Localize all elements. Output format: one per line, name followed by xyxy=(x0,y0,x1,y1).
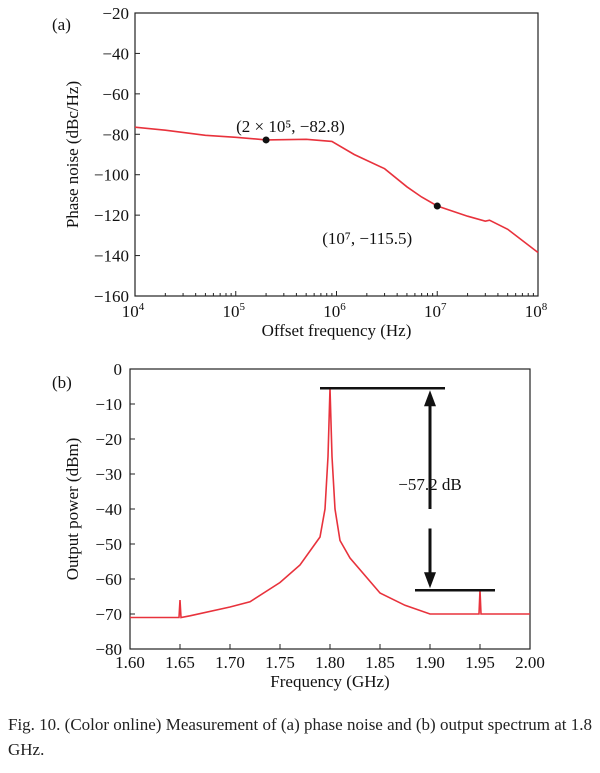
y-tick-label-a: −20 xyxy=(102,4,129,23)
x-tick-label-b: 1.65 xyxy=(165,653,195,672)
x-tick-label-a: 106 xyxy=(323,301,346,321)
panel-label-a: (a) xyxy=(52,15,71,34)
x-tick-label-b: 1.90 xyxy=(415,653,445,672)
y-tick-label-b: −50 xyxy=(95,535,122,554)
difference-annotation: −57.2 dB xyxy=(398,475,461,494)
y-tick-label-a: −40 xyxy=(102,44,129,63)
y-tick-label-b: −60 xyxy=(95,570,122,589)
y-axis-label-a: Phase noise (dBc/Hz) xyxy=(63,81,82,228)
x-tick-label-b: 1.75 xyxy=(265,653,295,672)
data-point-annotation: (2 × 10⁵, −82.8) xyxy=(236,117,345,136)
figure-caption: Fig. 10. (Color online) Measurement of (… xyxy=(8,715,593,759)
y-tick-label-a: −120 xyxy=(94,206,129,225)
spectrum-series xyxy=(130,388,530,619)
data-point-marker xyxy=(262,136,270,144)
y-tick-label-a: −160 xyxy=(94,287,129,306)
y-tick-label-b: −10 xyxy=(95,395,122,414)
x-tick-label-b: 1.60 xyxy=(115,653,145,672)
y-tick-label-a: −80 xyxy=(102,125,129,144)
x-tick-label-a: 105 xyxy=(223,301,246,321)
arrow-head-up-icon xyxy=(424,390,436,407)
plot-frame-a xyxy=(134,12,539,297)
x-tick-label-b: 2.00 xyxy=(515,653,545,672)
x-axis-label-a: Offset frequency (Hz) xyxy=(262,321,412,340)
y-tick-label-b: −20 xyxy=(95,430,122,449)
y-tick-label-a: −100 xyxy=(94,166,129,185)
arrow-head-down-icon xyxy=(424,572,436,589)
phase-noise-series xyxy=(134,126,539,254)
x-tick-label-a: 108 xyxy=(525,301,548,321)
x-tick-label-b: 1.70 xyxy=(215,653,245,672)
y-tick-label-b: 0 xyxy=(114,360,123,379)
x-tick-label-a: 107 xyxy=(424,301,447,321)
y-tick-label-b: −70 xyxy=(95,605,122,624)
y-tick-label-b: −40 xyxy=(95,500,122,519)
y-tick-label-a: −60 xyxy=(102,85,129,104)
data-point-annotation: (10⁷, −115.5) xyxy=(322,229,412,248)
y-axis-label-b: Output power (dBm) xyxy=(63,438,82,581)
x-tick-label-b: 1.85 xyxy=(365,653,395,672)
x-axis-label-b: Frequency (GHz) xyxy=(270,672,389,691)
y-tick-label-a: −140 xyxy=(94,247,129,266)
y-tick-label-b: −30 xyxy=(95,465,122,484)
y-tick-label-b: −80 xyxy=(95,640,122,659)
data-point-marker xyxy=(433,202,441,210)
x-tick-label-b: 1.95 xyxy=(465,653,495,672)
panel-label-b: (b) xyxy=(52,373,72,392)
x-tick-label-a: 104 xyxy=(122,301,145,321)
x-tick-label-b: 1.80 xyxy=(315,653,345,672)
